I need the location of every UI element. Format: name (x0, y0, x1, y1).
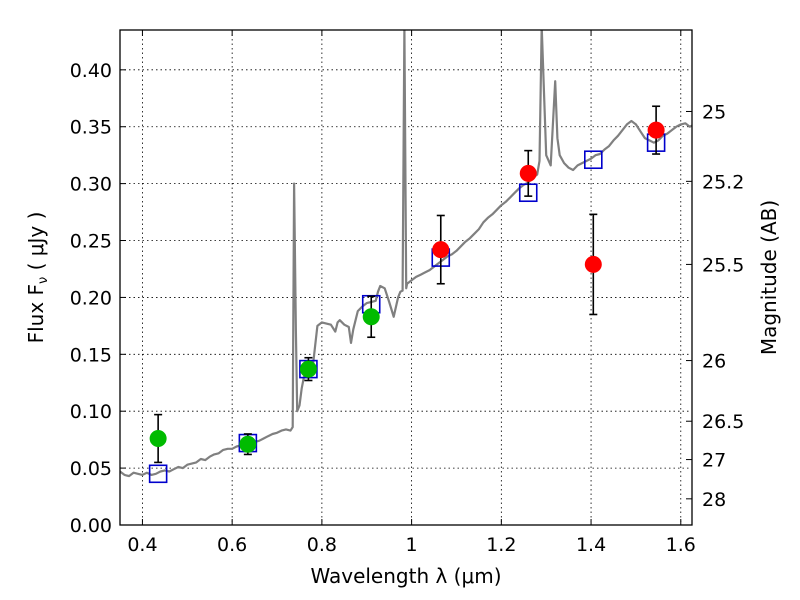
y-tick-label: 0.10 (70, 401, 112, 423)
magnitude-tick-label: 26 (702, 351, 726, 373)
x-tick-label: 1.4 (576, 534, 606, 556)
y-tick-label: 0.25 (70, 231, 112, 253)
x-tick-label: 0.4 (127, 534, 157, 556)
observed-flux-point (519, 164, 537, 182)
x-tick-label: 1.2 (486, 534, 516, 556)
magnitude-tick-label: 28 (702, 489, 726, 511)
grid (120, 30, 692, 526)
y-axis-label-subscript: ν (36, 277, 51, 284)
model-flux-square (148, 464, 168, 484)
magnitude-tick-label: 26.5 (702, 411, 744, 433)
observed-flux-point (584, 255, 602, 273)
observed-flux-point (299, 360, 317, 378)
y-tick-label: 0.35 (70, 117, 112, 139)
y-tick-label: 0.20 (70, 287, 112, 309)
y-tick-label: 0.00 (70, 515, 112, 537)
magnitude-tick-label: 25.2 (702, 171, 744, 193)
y-axis-label-unit: ( μJy ) (24, 212, 48, 277)
model-spectrum-line (120, 30, 692, 478)
x-tick-label: 1 (406, 534, 418, 556)
plot-frame (119, 29, 693, 526)
plot-data (120, 30, 692, 484)
y-axis-label-main: Flux F (24, 284, 48, 343)
y-tick-label: 0.40 (70, 60, 112, 82)
x-tick-label: 0.6 (217, 534, 247, 556)
magnitude-tick-label: 27 (702, 450, 726, 472)
model-flux-square (584, 150, 603, 170)
observed-flux-point (432, 241, 450, 259)
observed-flux-point (647, 121, 665, 139)
magnitude-axis-label: Magnitude (AB) (757, 200, 781, 355)
x-tick-label: 1.6 (666, 534, 696, 556)
axis-ticks: 0.4 0.6 0.8 1 1.2 1.4 1.6 0.00 0.05 0.10 0.15 0.20 0… (70, 30, 744, 556)
y-axis-label: Flux Fν ( μJy ) (24, 212, 51, 344)
magnitude-tick-label: 25 (702, 101, 726, 123)
observed-flux-point (362, 308, 380, 326)
y-tick-label: 0.05 (70, 458, 112, 480)
y-tick-label: 0.30 (70, 174, 112, 196)
observed-flux-point (149, 430, 167, 448)
x-axis-label: Wavelength λ (μm) (310, 564, 501, 588)
x-tick-label: 0.8 (307, 534, 337, 556)
y-tick-label: 0.15 (70, 344, 112, 366)
observed-flux-point (239, 435, 257, 453)
magnitude-tick-label: 25.5 (702, 254, 744, 276)
